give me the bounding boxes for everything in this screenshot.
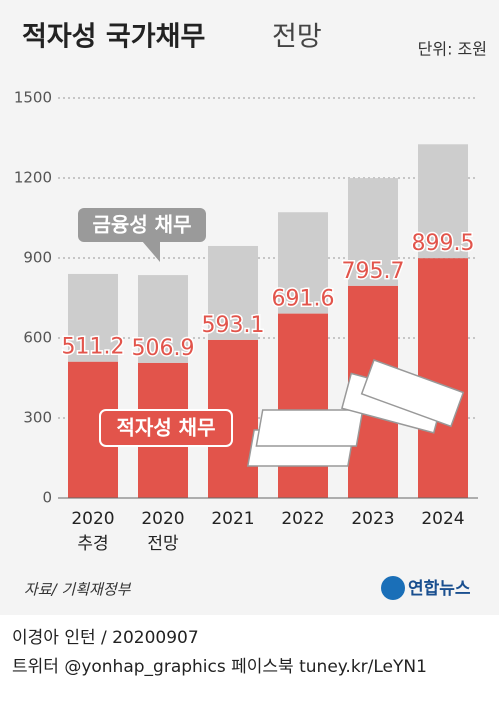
x-tick-label: 2022 — [281, 509, 325, 529]
source: 자료/ 기획재정부 — [24, 581, 132, 599]
legend-callout: 금융성 채무 — [78, 208, 206, 262]
social: 트위터 @yonhap_graphics 페이스북 tuney.kr/LeYN1 — [12, 657, 427, 677]
legend-callout: 적자성 채무 — [99, 409, 233, 447]
bar — [138, 275, 188, 363]
y-tick-label: 0 — [42, 489, 52, 507]
y-tick-label: 900 — [23, 249, 52, 267]
legend-label: 적자성 채무 — [117, 416, 216, 440]
y-tick-label: 1500 — [14, 89, 52, 107]
value-label: 593.1 — [202, 313, 265, 338]
legend-label: 금융성 채무 — [93, 213, 192, 237]
x-tick-label: 2020 전망 — [141, 509, 185, 554]
callout-tail — [142, 241, 160, 262]
chart-title: 적자성 국가채무 — [22, 22, 205, 53]
value-label: 511.2 — [62, 335, 125, 360]
chart-subtitle: 전망 — [272, 22, 322, 53]
bar — [208, 245, 258, 340]
x-tick-label: 2023 — [351, 509, 395, 529]
bar — [348, 178, 398, 286]
bar — [278, 313, 328, 498]
bar — [418, 258, 468, 498]
x-tick-label: 2024 — [421, 509, 465, 529]
credit: 이경아 인턴 / 20200907 — [12, 628, 199, 648]
value-label: 506.9 — [132, 336, 195, 361]
bar — [278, 212, 328, 314]
value-label: 795.7 — [342, 259, 405, 284]
y-tick-label: 600 — [23, 329, 52, 347]
value-label: 691.6 — [272, 287, 335, 312]
callout-box — [99, 409, 233, 447]
logo: 연합뉴스 — [408, 578, 471, 599]
unit-label: 단위: 조원 — [418, 40, 487, 59]
plot: 0 300 600 900 1200 1500 511.2 506.9 593.1 691.6 79… — [14, 89, 478, 507]
value-label: 899.5 — [412, 231, 475, 256]
y-tick-label: 1200 — [14, 169, 52, 187]
bar — [418, 144, 468, 259]
x-tick-label: 2020 추경 — [71, 509, 115, 554]
y-tick-label: 300 — [23, 409, 52, 427]
money-icon — [246, 359, 465, 467]
bar — [68, 273, 118, 362]
x-tick-label: 2021 — [211, 509, 255, 529]
logo-icon — [381, 576, 405, 600]
callout-box — [78, 208, 206, 242]
